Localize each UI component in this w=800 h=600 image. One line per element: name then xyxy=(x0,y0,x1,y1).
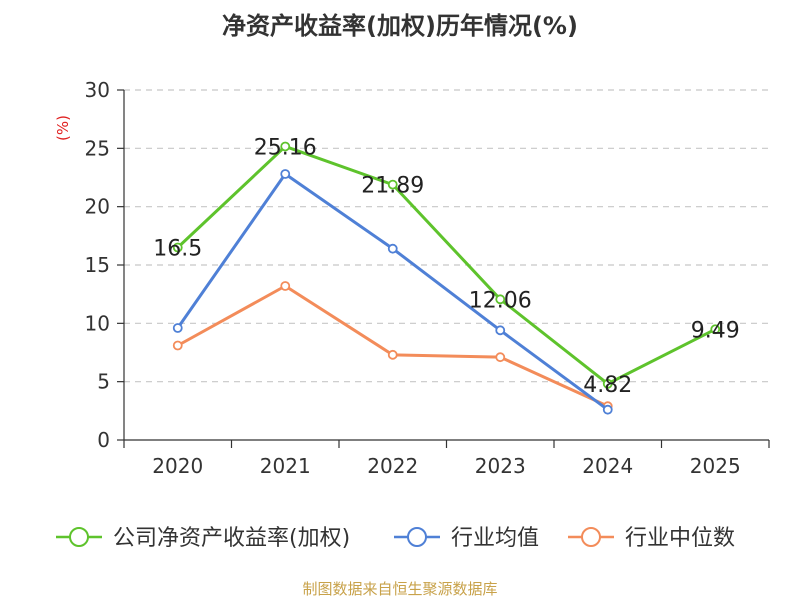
y-tick-label: 20 xyxy=(85,195,110,219)
data-point xyxy=(602,378,613,389)
data-point xyxy=(172,323,183,333)
legend-label: 行业均值 xyxy=(451,526,539,551)
data-point xyxy=(495,352,506,363)
y-tick-label: 30 xyxy=(85,78,110,102)
x-tick-label: 2021 xyxy=(260,454,311,478)
legend: 公司净资产收益率(加权) 行业均值 行业中位数 xyxy=(56,526,735,551)
data-source-note: 制图数据来自恒生聚源数据库 xyxy=(302,580,498,598)
legend-label: 公司净资产收益率(加权) xyxy=(113,526,350,551)
data-point xyxy=(495,325,506,336)
y-tick-label: 25 xyxy=(85,136,110,160)
data-point xyxy=(172,242,183,253)
data-label: 25.16 xyxy=(254,135,317,160)
legend-item-2: 行业中位数 xyxy=(568,526,735,551)
data-point xyxy=(495,294,506,305)
data-point xyxy=(280,169,291,179)
data-point xyxy=(387,179,398,190)
series-2 xyxy=(172,281,613,412)
data-point xyxy=(172,340,183,351)
y-tick-label: 10 xyxy=(85,311,110,335)
series-line xyxy=(176,172,609,411)
data-point xyxy=(602,404,613,415)
series-line xyxy=(176,144,716,386)
data-label: 21.89 xyxy=(361,174,424,199)
series-0 xyxy=(172,141,721,389)
legend-marker xyxy=(581,527,601,547)
data-point xyxy=(280,141,291,152)
y-tick-label: 15 xyxy=(85,253,110,277)
data-point xyxy=(710,324,721,335)
data-label: 4.82 xyxy=(583,373,632,398)
data-label: 9.49 xyxy=(691,318,740,343)
y-axis-label: (%) xyxy=(54,115,72,141)
series-lines xyxy=(172,141,721,415)
data-label: 16.5 xyxy=(153,237,202,262)
data-point xyxy=(387,349,398,360)
data-point xyxy=(280,281,291,291)
legend-label: 行业中位数 xyxy=(625,526,735,551)
data-label: 12.06 xyxy=(469,288,532,313)
data-labels: 16.5 25.16 21.89 12.06 4.82 9.49 xyxy=(153,135,739,397)
x-tick-label: 2024 xyxy=(582,454,633,478)
y-tick-label: 0 xyxy=(97,428,110,452)
x-tick-label: 2020 xyxy=(152,454,203,478)
legend-marker xyxy=(407,527,427,547)
data-point xyxy=(387,243,398,254)
series-line xyxy=(177,284,609,408)
x-tick-label: 2023 xyxy=(475,454,526,478)
series-1 xyxy=(172,169,613,415)
y-tick-label: 5 xyxy=(97,370,110,394)
x-tick-label: 2025 xyxy=(690,454,741,478)
grid-lines xyxy=(124,89,769,383)
legend-item-0: 公司净资产收益率(加权) xyxy=(56,526,350,551)
legend-marker xyxy=(69,527,89,547)
chart-title: 净资产收益率(加权)历年情况(%) xyxy=(222,12,578,40)
x-tick-label: 2022 xyxy=(367,454,418,478)
legend-item-1: 行业均值 xyxy=(394,526,539,551)
